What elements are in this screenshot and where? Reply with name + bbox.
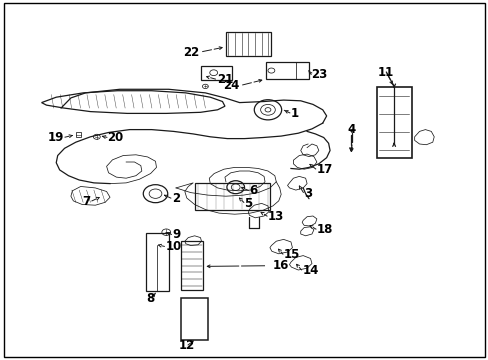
Bar — [181, 241, 203, 290]
Text: 17: 17 — [316, 163, 332, 176]
Text: 15: 15 — [283, 248, 299, 261]
Text: 9: 9 — [172, 228, 180, 241]
Text: 21: 21 — [217, 73, 233, 86]
Text: 18: 18 — [316, 223, 332, 236]
Text: 20: 20 — [107, 131, 123, 144]
Text: 13: 13 — [267, 210, 284, 223]
Bar — [181, 298, 207, 340]
Text: 11: 11 — [377, 66, 394, 78]
Bar — [376, 87, 411, 158]
Text: 24: 24 — [223, 79, 239, 92]
Text: 7: 7 — [82, 195, 90, 208]
Text: 1: 1 — [290, 107, 299, 120]
Bar — [225, 32, 270, 56]
Text: 2: 2 — [172, 192, 180, 205]
Bar — [265, 62, 308, 79]
Text: 12: 12 — [179, 339, 195, 352]
Text: 5: 5 — [244, 197, 252, 210]
Text: 19: 19 — [47, 131, 63, 144]
Text: 6: 6 — [249, 184, 257, 197]
Text: 16: 16 — [272, 259, 288, 272]
Bar — [76, 132, 81, 137]
Text: 8: 8 — [146, 292, 154, 305]
Text: 23: 23 — [311, 68, 327, 81]
Bar — [201, 66, 231, 80]
Bar — [145, 233, 169, 291]
Text: 3: 3 — [304, 187, 312, 200]
Bar — [194, 183, 270, 210]
Text: 10: 10 — [165, 240, 181, 253]
Text: 14: 14 — [302, 264, 318, 277]
Text: 4: 4 — [346, 123, 354, 136]
Text: 22: 22 — [183, 46, 199, 59]
